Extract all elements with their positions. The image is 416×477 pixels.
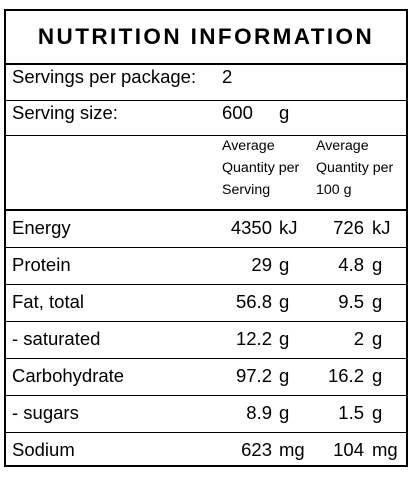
serving-value: 97.2 [235, 365, 272, 386]
nutrition-panel: NUTRITION INFORMATION Servings per packa… [4, 9, 408, 467]
row-divider [6, 358, 406, 359]
column-header-line: Average [222, 138, 275, 154]
per100-value: 1.5 [338, 402, 364, 423]
row-divider [6, 432, 406, 433]
nutrient-name: - saturated [12, 328, 101, 349]
per100-value: 9.5 [338, 291, 364, 312]
nutrient-name: Protein [12, 254, 71, 275]
column-header-line: Average [316, 138, 369, 154]
nutrient-name: Carbohydrate [12, 365, 125, 386]
per100-unit: g [372, 291, 383, 312]
per100-unit: g [372, 328, 383, 349]
servings-divider [6, 100, 406, 101]
title-divider [6, 63, 406, 65]
per100-value: 4.8 [338, 254, 364, 275]
panel-title: NUTRITION INFORMATION [37, 24, 375, 49]
serving-value: 623 [241, 439, 272, 460]
serving-value: 29 [251, 254, 272, 275]
column-header-line: Quantity per [222, 160, 300, 176]
row-divider [6, 395, 406, 396]
per100-value: 16.2 [327, 365, 364, 386]
row-divider [6, 321, 406, 322]
per100-unit: g [372, 365, 383, 386]
serving-size-label: Serving size: [12, 102, 118, 123]
serving-unit: g [279, 402, 290, 423]
servings-label: Servings per package: [12, 66, 197, 87]
serving-unit: g [279, 328, 290, 349]
serving-unit: g [279, 291, 290, 312]
row-divider [6, 247, 406, 248]
per100-value: 2 [353, 328, 364, 349]
header-divider [6, 209, 406, 211]
serving-value: 12.2 [235, 328, 272, 349]
nutrient-name: Sodium [12, 439, 75, 460]
serving-value: 56.8 [235, 291, 272, 312]
nutrient-name: Fat, total [12, 291, 84, 312]
column-header-line: Serving [222, 182, 271, 198]
per100-value: 726 [333, 217, 364, 238]
per100-unit: mg [372, 439, 398, 460]
nutrient-name: - sugars [12, 402, 79, 423]
serving-value: 8.9 [246, 402, 272, 423]
serving-size-value: 600 [222, 102, 253, 123]
serving-size-divider [6, 135, 406, 136]
servings-value: 2 [222, 66, 233, 87]
serving-unit: kJ [279, 217, 298, 238]
serving-unit: g [279, 254, 290, 275]
serving-size-unit: g [279, 102, 290, 123]
per100-unit: g [372, 402, 383, 423]
column-header-line: Quantity per [316, 160, 394, 176]
per100-value: 104 [333, 439, 364, 460]
serving-value: 4350 [230, 217, 272, 238]
row-divider [6, 284, 406, 285]
nutrient-name: Energy [12, 217, 71, 238]
serving-unit: mg [279, 439, 305, 460]
column-header-line: 100 g [316, 182, 352, 198]
serving-unit: g [279, 365, 290, 386]
per100-unit: kJ [372, 217, 391, 238]
per100-unit: g [372, 254, 383, 275]
